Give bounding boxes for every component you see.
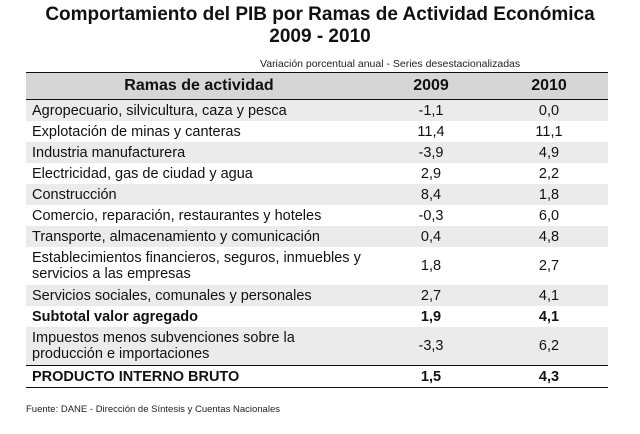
value-2009: -3,3 <box>372 327 490 366</box>
row-label: Establecimientos financieros, seguros, i… <box>26 247 372 285</box>
row-label: Impuestos menos subvenciones sobre la pr… <box>26 327 372 366</box>
value-2010: 1,8 <box>490 184 608 205</box>
value-2009: 1,8 <box>372 247 490 285</box>
header-row: Ramas de actividad 2009 2010 <box>26 72 608 100</box>
title-line-2: 2009 - 2010 <box>269 26 371 47</box>
table-row: Industria manufacturera -3,9 4,9 <box>26 142 608 163</box>
value-2009: 11,4 <box>372 121 490 142</box>
gdp-table: Ramas de actividad 2009 2010 Agropecuari… <box>26 72 608 388</box>
value-2009: -1,1 <box>372 99 490 121</box>
row-label: PRODUCTO INTERNO BRUTO <box>26 365 372 388</box>
row-label: Construcción <box>26 184 372 205</box>
value-2010: 0,0 <box>490 99 608 121</box>
row-label: Servicios sociales, comunales y personal… <box>26 285 372 306</box>
row-label: Explotación de minas y canteras <box>26 121 372 142</box>
header-2010: 2010 <box>490 72 608 100</box>
table-subtitle: Variación porcentual anual - Series dese… <box>260 58 521 70</box>
title-line-1: Comportamiento del PIB por Ramas de Acti… <box>45 4 595 25</box>
subtotal-row: Subtotal valor agregado 1,9 4,1 <box>26 306 608 327</box>
value-2010: 4,1 <box>490 285 608 306</box>
row-label: Industria manufacturera <box>26 142 372 163</box>
header-2009: 2009 <box>372 72 490 100</box>
value-2009: -0,3 <box>372 205 490 226</box>
table-row: Comercio, reparación, restaurantes y hot… <box>26 205 608 226</box>
value-2010: 11,1 <box>490 121 608 142</box>
value-2010: 6,2 <box>490 327 608 366</box>
table-row: Electricidad, gas de ciudad y agua 2,9 2… <box>26 163 608 184</box>
value-2010: 4,1 <box>490 306 608 327</box>
value-2009: 2,7 <box>372 285 490 306</box>
value-2010: 6,0 <box>490 205 608 226</box>
table-row: Transporte, almacenamiento y comunicació… <box>26 226 608 247</box>
page-title: Comportamiento del PIB por Ramas de Acti… <box>0 4 640 48</box>
table-row: Establecimientos financieros, seguros, i… <box>26 247 608 285</box>
header-ramas: Ramas de actividad <box>26 72 372 100</box>
value-2009: 8,4 <box>372 184 490 205</box>
table-row: Explotación de minas y canteras 11,4 11,… <box>26 121 608 142</box>
row-label: Electricidad, gas de ciudad y agua <box>26 163 372 184</box>
value-2009: 2,9 <box>372 163 490 184</box>
value-2009: -3,9 <box>372 142 490 163</box>
row-label: Subtotal valor agregado <box>26 306 372 327</box>
row-label: Agropecuario, silvicultura, caza y pesca <box>26 99 372 121</box>
row-label: Comercio, reparación, restaurantes y hot… <box>26 205 372 226</box>
value-2009: 1,9 <box>372 306 490 327</box>
value-2010: 4,3 <box>490 365 608 388</box>
value-2009: 0,4 <box>372 226 490 247</box>
value-2010: 4,8 <box>490 226 608 247</box>
table-row: Impuestos menos subvenciones sobre la pr… <box>26 327 608 366</box>
row-label: Transporte, almacenamiento y comunicació… <box>26 226 372 247</box>
source-note: Fuente: DANE - Dirección de Síntesis y C… <box>26 404 280 415</box>
value-2009: 1,5 <box>372 365 490 388</box>
total-row: PRODUCTO INTERNO BRUTO 1,5 4,3 <box>26 365 608 388</box>
table-row: Servicios sociales, comunales y personal… <box>26 285 608 306</box>
value-2010: 2,2 <box>490 163 608 184</box>
table-row: Agropecuario, silvicultura, caza y pesca… <box>26 99 608 121</box>
value-2010: 2,7 <box>490 247 608 285</box>
table-row: Construcción 8,4 1,8 <box>26 184 608 205</box>
value-2010: 4,9 <box>490 142 608 163</box>
